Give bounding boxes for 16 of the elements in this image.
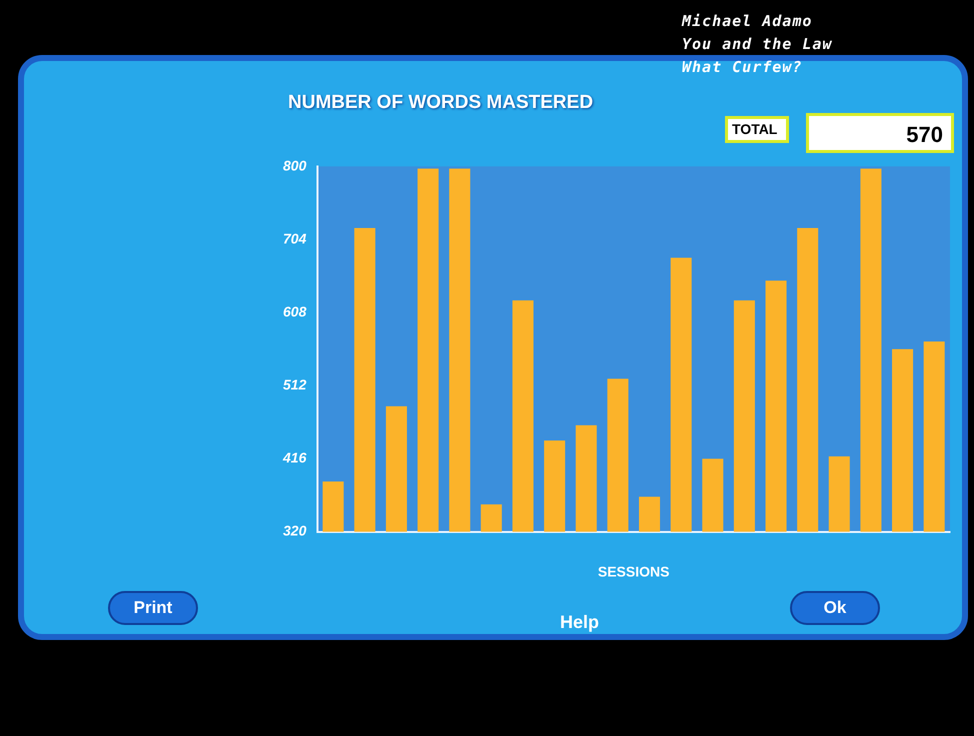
chart-title: NUMBER OF WORDS MASTERED — [288, 92, 594, 114]
text: TOTAL — [725, 116, 789, 143]
y-tick-label: 320 — [283, 522, 307, 539]
y-tick-label: 800 — [283, 157, 307, 174]
y-tick-label: 512 — [283, 376, 307, 392]
text: 570 — [806, 113, 954, 153]
text: Print — [108, 591, 198, 625]
text: Ok — [790, 591, 880, 625]
text: Help — [560, 612, 600, 633]
text: What Curfew? — [682, 58, 802, 76]
y-tick-label: 416 — [282, 450, 307, 466]
text: You and the Law — [682, 35, 832, 53]
x-axis-title: SESSIONS — [598, 563, 670, 580]
text: Michael Adamo — [682, 12, 812, 30]
y-tick-label: 704 — [283, 230, 307, 246]
y-tick-label: 608 — [283, 303, 307, 320]
